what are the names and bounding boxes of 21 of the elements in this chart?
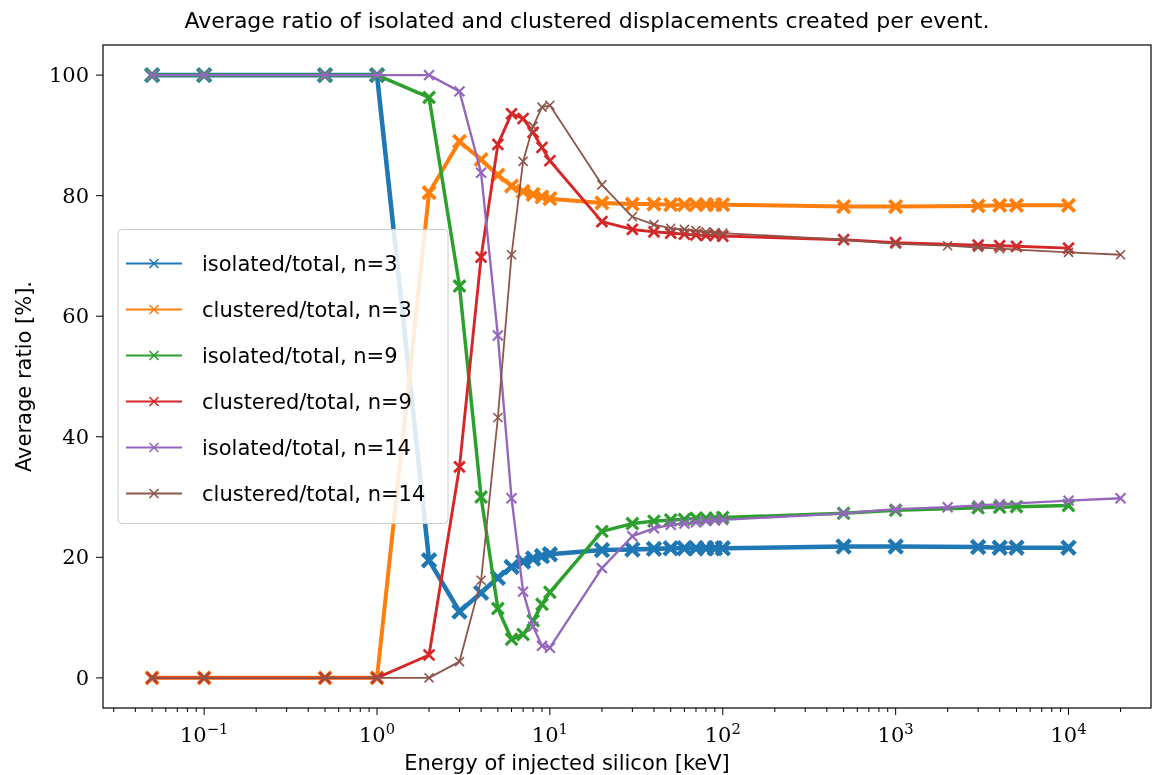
legend-label: isolated/total, n=3 xyxy=(202,251,398,276)
legend-label: isolated/total, n=9 xyxy=(202,343,398,368)
y-tick-label: 60 xyxy=(62,304,89,329)
legend-label: isolated/total, n=14 xyxy=(202,435,411,460)
x-tick-label: 10$^{2}$ xyxy=(704,719,741,747)
y-tick-label: 100 xyxy=(48,63,89,88)
x-tick-label: 10$^{0}$ xyxy=(358,719,396,747)
x-tick-label: 10$^{−1}$ xyxy=(179,719,229,747)
legend-label: clustered/total, n=3 xyxy=(202,297,412,322)
legend-label: clustered/total, n=9 xyxy=(202,389,412,414)
y-tick-label: 80 xyxy=(62,183,89,208)
legend-label: clustered/total, n=14 xyxy=(202,481,426,506)
x-tick-label: 10$^{4}$ xyxy=(1050,719,1087,747)
chart-title: Average ratio of isolated and clustered displacements created per event. xyxy=(184,8,990,33)
x-tick-label: 10$^{3}$ xyxy=(877,719,914,747)
x-tick-label: 10$^{1}$ xyxy=(531,719,568,747)
y-tick-label: 20 xyxy=(62,545,89,570)
y-tick-label: 0 xyxy=(75,665,89,690)
x-axis-title: Energy of injected silicon [keV] xyxy=(404,751,730,775)
y-tick-label: 40 xyxy=(62,424,89,449)
y-axis-title: Average ratio [%]. xyxy=(12,280,36,473)
